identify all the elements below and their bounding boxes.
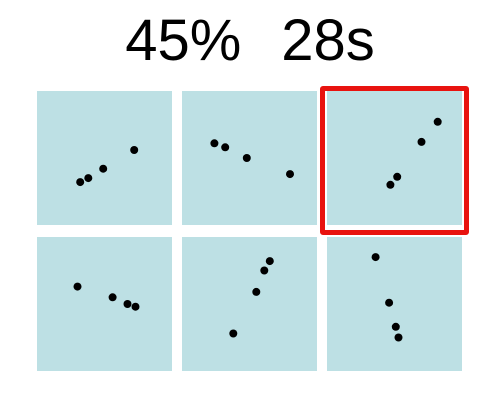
dot-3-2 (393, 172, 402, 181)
dot-3-1 (386, 180, 395, 189)
dot-4-2 (108, 293, 117, 302)
dot-2-4 (286, 170, 294, 179)
dot-1-4 (130, 146, 139, 154)
dot-3-3 (417, 137, 426, 146)
dot-5-4 (265, 257, 274, 266)
scatter-plot-2 (210, 139, 294, 179)
dot-2-1 (210, 139, 219, 148)
accuracy-readout: 45% (125, 8, 242, 73)
dot-5-1 (229, 329, 238, 338)
dot-5-3 (260, 266, 269, 275)
dot-6-1 (371, 253, 380, 262)
dot-5-2 (252, 287, 261, 296)
status-bar: 45% 28s (0, 6, 500, 76)
dot-6-2 (385, 298, 394, 307)
dot-4-4 (131, 302, 140, 311)
dot-2-2 (221, 143, 230, 152)
dot-1-3 (99, 164, 108, 173)
scatter-tile-2[interactable] (182, 91, 317, 225)
scatter-plot-1 (76, 146, 139, 187)
timer-readout: 28s (281, 8, 375, 73)
scatter-tile-1[interactable] (37, 91, 172, 225)
dot-1-1 (76, 178, 85, 187)
dot-1-2 (84, 174, 93, 183)
dot-2-3 (242, 154, 251, 162)
scatter-tile-3[interactable] (327, 91, 462, 225)
dot-6-3 (391, 322, 400, 331)
scatter-plot-4 (73, 282, 140, 311)
scatter-plot-6 (371, 253, 403, 342)
scatter-plot-3 (386, 117, 442, 189)
dot-6-4 (394, 333, 403, 342)
dot-4-1 (73, 282, 82, 291)
dot-4-3 (123, 300, 132, 308)
scatter-plot-5 (229, 257, 274, 338)
dot-3-4 (433, 117, 442, 126)
scatter-tile-4[interactable] (37, 237, 172, 371)
scatter-tile-6[interactable] (327, 237, 462, 371)
scatter-tile-5[interactable] (182, 237, 317, 371)
